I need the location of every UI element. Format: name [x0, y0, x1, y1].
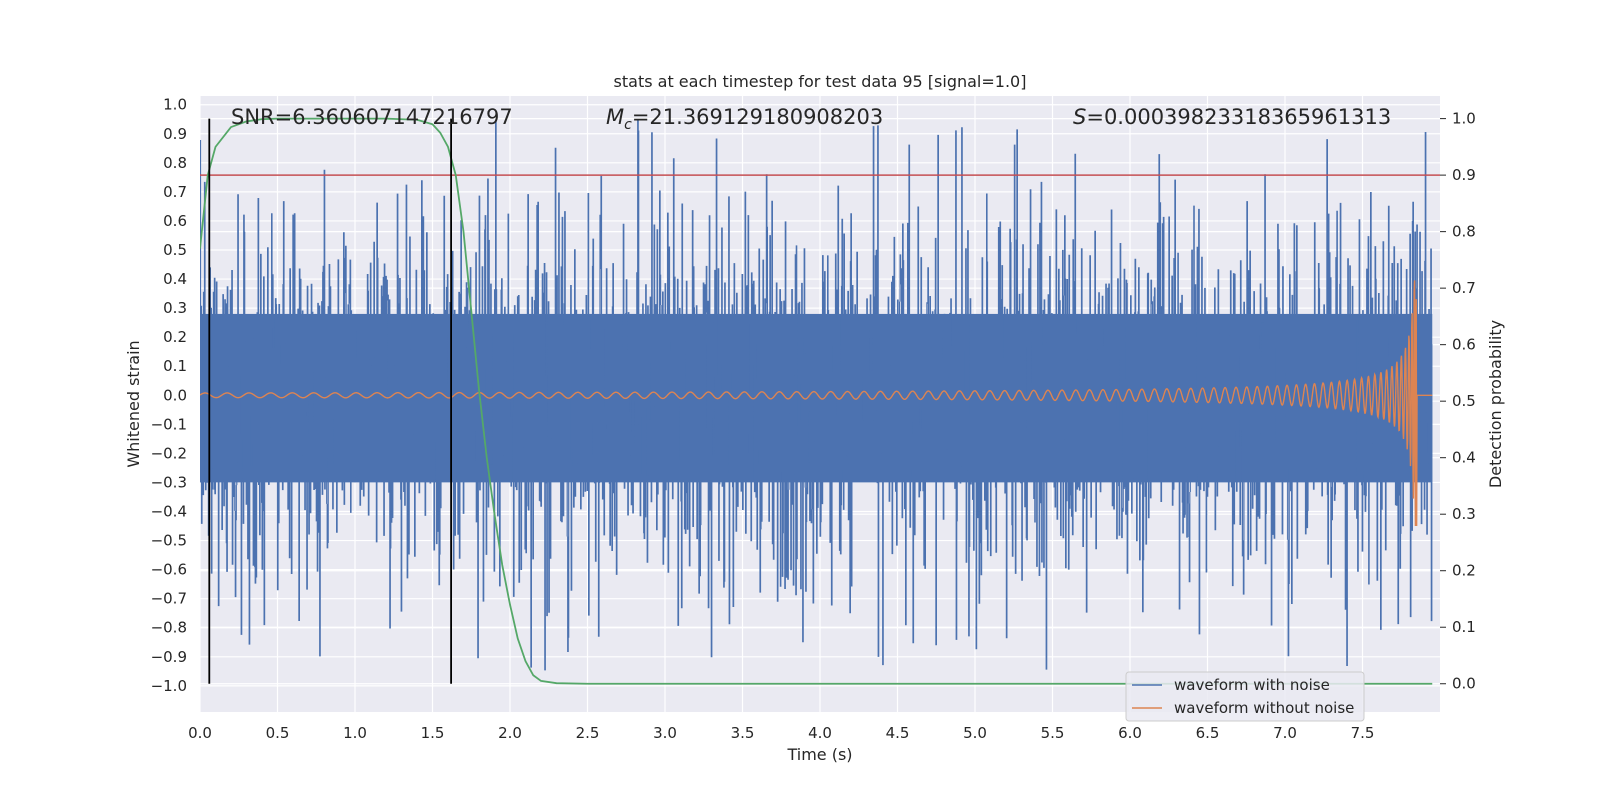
x-tick-label: 0.5 [266, 724, 290, 742]
s-value: =0.00039823318365961313 [1086, 105, 1391, 129]
noise-trace [200, 119, 1433, 671]
y-axis-label: Whitened strain [124, 340, 143, 467]
snr-annotation: SNR=6.360607147216797 [231, 105, 513, 129]
signal-series [200, 280, 1433, 527]
chart-title: stats at each timestep for test data 95 … [614, 72, 1027, 91]
x-tick-label: 4.5 [886, 724, 910, 742]
x-tick-label: 0.0 [188, 724, 212, 742]
y-tick-label: 0.6 [163, 212, 187, 230]
y-tick-label: 0.5 [163, 241, 187, 259]
y-tick-label: 0.3 [163, 299, 187, 317]
y-tick-label: 0.9 [163, 125, 187, 143]
y-tick-label: −0.4 [151, 503, 187, 521]
y2-tick-label: 0.4 [1452, 449, 1476, 467]
x-tick-label: 5.5 [1041, 724, 1065, 742]
y-tick-label: −0.8 [151, 619, 187, 637]
x-tick-label: 7.5 [1351, 724, 1375, 742]
x-tick-label: 2.0 [498, 724, 522, 742]
legend-label-signal: waveform without noise [1174, 699, 1354, 717]
signal-trace [200, 280, 1433, 527]
y-tick-label: −0.3 [151, 473, 187, 491]
x-tick-label: 5.0 [963, 724, 987, 742]
y-tick-label: 1.0 [163, 96, 187, 114]
y2-tick-label: 0.7 [1452, 279, 1476, 297]
x-tick-label: 3.5 [731, 724, 755, 742]
x-tick-label: 1.0 [343, 724, 367, 742]
x-tick-label: 2.5 [576, 724, 600, 742]
y-tick-label: −0.9 [151, 648, 187, 666]
y2-tick-label: 0.6 [1452, 336, 1476, 354]
y-axis-ticks-left: −1.0 −0.9 −0.8 −0.7 −0.6 −0.5 −0.4 −0.3 −0.2 −0.1… [151, 96, 187, 695]
y-tick-label: −0.6 [151, 561, 187, 579]
y-tick-label: −0.5 [151, 532, 187, 550]
y2-tick-label: 0.1 [1452, 618, 1476, 636]
probability-trace [200, 117, 1433, 685]
x-tick-label: 3.0 [653, 724, 677, 742]
y-axis-ticks-right: 0.0 0.1 0.2 0.3 0.4 0.5 0.6 0.7 0.8 0.9 1.0 [1440, 110, 1476, 693]
y-tick-label: 0.8 [163, 154, 187, 172]
mc-annotation: Mc=21.369129180908203 [606, 105, 883, 133]
probability-series [200, 117, 1433, 685]
y2-tick-label: 1.0 [1452, 110, 1476, 128]
s-symbol: S [1073, 105, 1086, 129]
vertical-markers [208, 118, 453, 684]
legend: waveform with noise waveform without noi… [1125, 671, 1365, 722]
mc-symbol: M [606, 105, 624, 129]
x-tick-label: 1.5 [421, 724, 445, 742]
y-tick-label: −0.2 [151, 444, 187, 462]
y-axis-label-right: Detection probability [1486, 320, 1505, 488]
y2-tick-label: 0.5 [1452, 392, 1476, 410]
x-axis-label: Time (s) [786, 745, 852, 764]
y2-tick-label: 0.2 [1452, 562, 1476, 580]
y2-tick-label: 0.0 [1452, 675, 1476, 693]
y2-tick-label: 0.8 [1452, 223, 1476, 241]
y-tick-label: −0.1 [151, 415, 187, 433]
y-tick-label: −0.7 [151, 590, 187, 608]
y-tick-label: 0.1 [163, 357, 187, 375]
mc-value: =21.369129180908203 [632, 105, 883, 129]
y-tick-label: −1.0 [151, 677, 187, 695]
y2-tick-label: 0.3 [1452, 505, 1476, 523]
legend-box [1125, 671, 1365, 722]
x-tick-label: 7.0 [1273, 724, 1297, 742]
y2-tick-label: 0.9 [1452, 166, 1476, 184]
noise-series [200, 119, 1433, 671]
mc-subscript: c [624, 117, 632, 133]
s-annotation: S=0.00039823318365961313 [1073, 105, 1391, 129]
y-tick-label: 0.7 [163, 183, 187, 201]
x-tick-label: 6.0 [1118, 724, 1142, 742]
y-tick-label: 0.2 [163, 328, 187, 346]
y-tick-label: 0.0 [163, 386, 187, 404]
x-tick-label: 4.0 [808, 724, 832, 742]
legend-label-noise: waveform with noise [1174, 676, 1330, 694]
y-tick-label: 0.4 [163, 270, 187, 288]
x-tick-label: 6.5 [1196, 724, 1220, 742]
x-axis-ticks: 0.0 0.5 1.0 1.5 2.0 2.5 3.0 3.5 4.0 4.5 5.0 5.5 6.0 6… [188, 724, 1374, 742]
